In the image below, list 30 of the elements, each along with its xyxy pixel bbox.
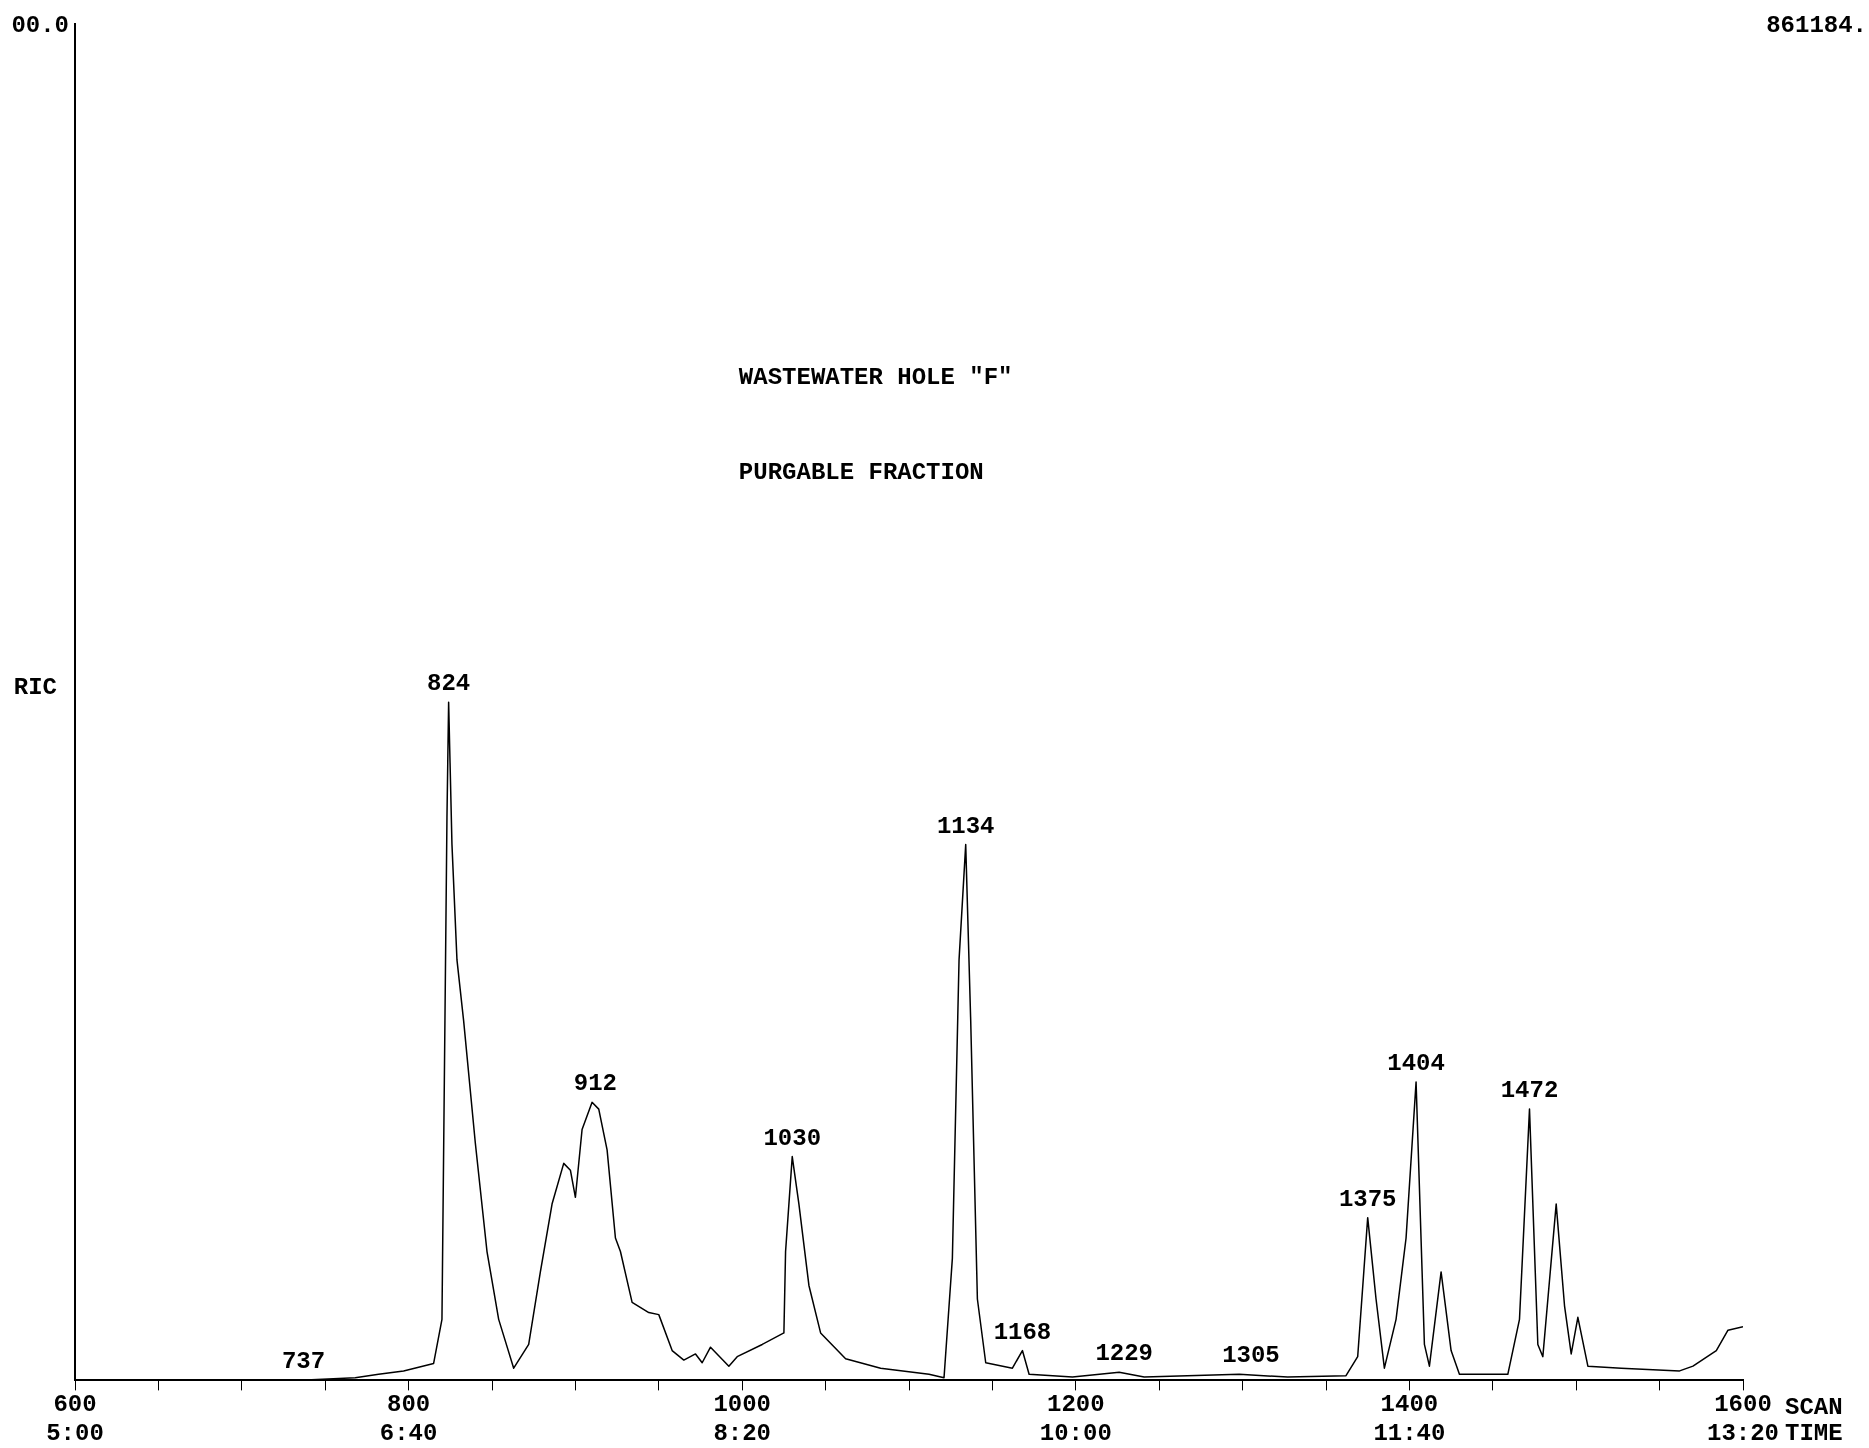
annotation: 1375 <box>1338 1185 1397 1213</box>
chart-title: WASTEWATER HOLE "F" <box>738 364 1013 391</box>
annotation: 1134 <box>936 812 995 840</box>
text: 861184. <box>1766 12 1867 39</box>
x2-tick-label: 13:20 <box>1706 1419 1780 1447</box>
x-tick-label: 600 <box>53 1390 97 1418</box>
x-tick-label: 1200 <box>1047 1390 1105 1418</box>
x-tick-label: 1400 <box>1380 1390 1439 1418</box>
annotation: 1229 <box>1095 1340 1153 1368</box>
annotation: 1305 <box>1222 1342 1280 1370</box>
annotation: 824 <box>427 670 471 698</box>
x2-tick-label: 10:00 <box>1039 1419 1112 1447</box>
annotation: 1030 <box>763 1124 822 1152</box>
x-tick-label: 1600 <box>1714 1390 1772 1418</box>
chart-subtitle: PURGABLE FRACTION <box>738 459 984 486</box>
x2-tick-label: 11:40 <box>1373 1419 1446 1447</box>
x2-tick-label: 5:00 <box>46 1419 104 1447</box>
annotation: 912 <box>573 1070 618 1098</box>
text: 00.0 <box>11 12 69 39</box>
x-tick-label: 800 <box>386 1390 431 1418</box>
annotation: 1168 <box>993 1318 1052 1346</box>
y-axis-title: RIC <box>13 674 57 702</box>
annotation: 737 <box>281 1348 326 1376</box>
annotation: 1404 <box>1387 1049 1445 1077</box>
x-axis-title: SCAN <box>1785 1394 1843 1422</box>
x2-tick-label: 6:40 <box>379 1419 438 1447</box>
x2-axis-title: TIME <box>1785 1420 1843 1448</box>
annotation: 1472 <box>1500 1077 1559 1105</box>
x2-tick-label: 8:20 <box>713 1419 771 1447</box>
x-tick-label: 1000 <box>713 1390 771 1418</box>
